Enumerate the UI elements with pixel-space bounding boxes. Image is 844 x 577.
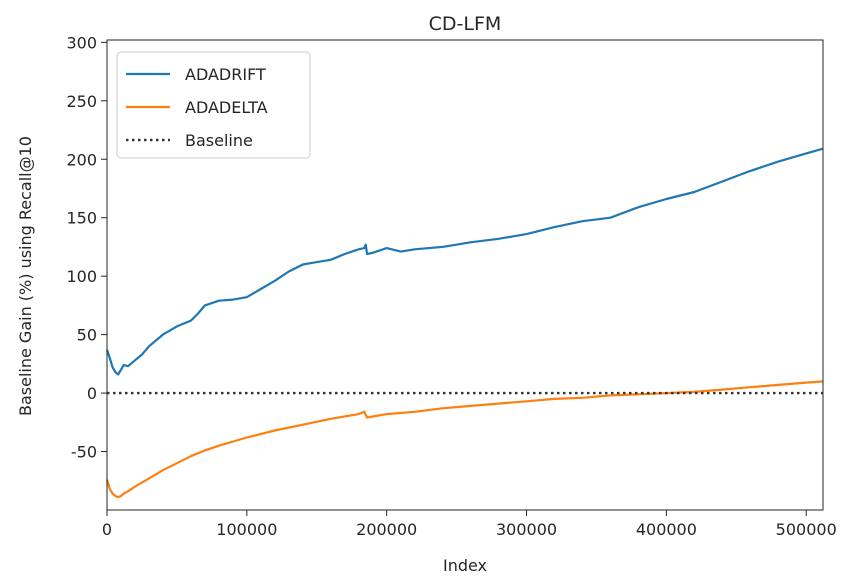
series-line-adadelta [105, 380, 824, 499]
chart-title: CD-LFM [429, 13, 502, 35]
y-tick-label: 100 [66, 267, 97, 286]
y-tick-label: 300 [66, 33, 97, 52]
y-tick-label: -50 [71, 443, 97, 462]
plot-frame [106, 39, 824, 511]
x-axis-title: Index [443, 556, 487, 575]
x-axis: 0 100000 200000 300000 400000 500000 [102, 510, 837, 539]
x-tick-label: 300000 [496, 520, 557, 539]
x-tick-label: 500000 [776, 520, 837, 539]
y-tick-label: 0 [87, 384, 97, 403]
legend: ADADRIFT ADADELTA Baseline [116, 51, 311, 159]
x-tick-label: 100000 [216, 520, 277, 539]
y-tick-label: 200 [66, 150, 97, 169]
x-tick-label: 200000 [356, 520, 417, 539]
x-tick-label: 0 [102, 520, 112, 539]
legend-box [116, 51, 311, 159]
legend-label: ADADRIFT [185, 65, 266, 84]
series-line-adadrift [105, 147, 824, 376]
legend-label: ADADELTA [185, 98, 268, 117]
y-axis-title: Baseline Gain (%) using Recall@10 [16, 136, 35, 416]
legend-label: Baseline [185, 131, 253, 150]
y-tick-label: 50 [77, 326, 97, 345]
plot-area [105, 39, 824, 511]
y-tick-label: 150 [66, 209, 97, 228]
y-axis: -50 0 50 100 150 200 250 300 [66, 33, 107, 462]
x-tick-label: 400000 [636, 520, 697, 539]
y-tick-label: 250 [66, 92, 97, 111]
